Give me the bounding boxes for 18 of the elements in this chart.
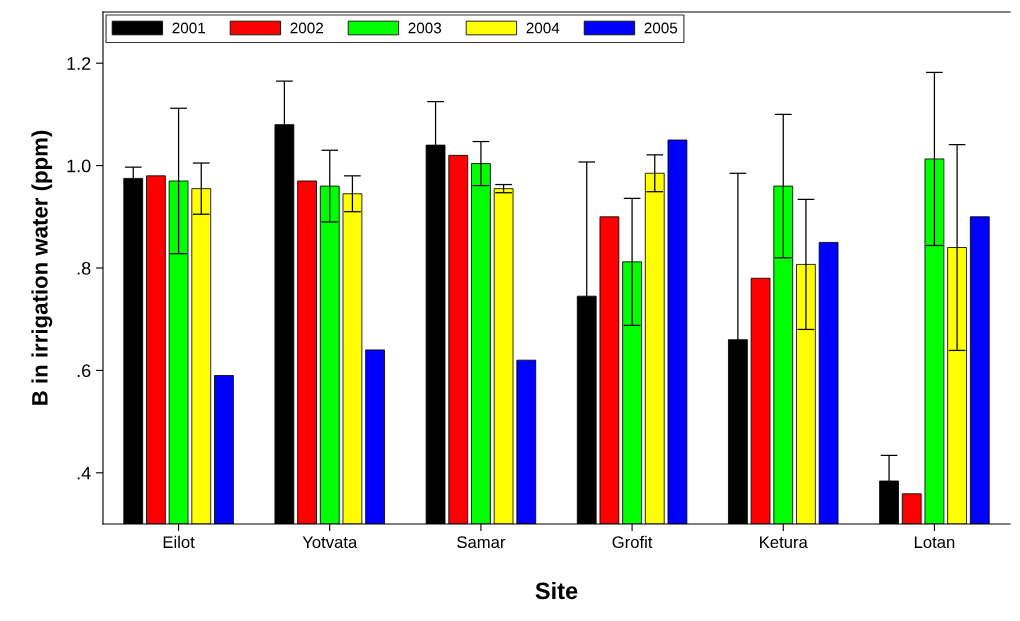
x-axis-title: Site xyxy=(535,581,578,600)
y-tick-label: 1.0 xyxy=(67,159,91,173)
legend-label: 2005 xyxy=(644,22,678,34)
y-tick-label: .4 xyxy=(77,466,91,480)
x-tick-label: Lotan xyxy=(914,536,955,549)
x-tick-label: Samar xyxy=(457,536,506,549)
y-tick-label: .6 xyxy=(77,364,91,378)
y-tick-label: .8 xyxy=(77,261,91,275)
legend-label: 2003 xyxy=(408,22,442,34)
x-tick-label: Ketura xyxy=(760,536,808,549)
x-tick-label: Eilot xyxy=(163,535,195,549)
legend-label: 2002 xyxy=(290,22,323,34)
legend-label: 2001 xyxy=(172,22,205,34)
x-tick-label: Yotvata xyxy=(302,536,358,549)
x-tick-label: Grofit xyxy=(612,535,653,549)
legend-label: 2004 xyxy=(526,22,560,34)
y-axis-title: B in irrigation water (ppm) xyxy=(31,130,53,405)
y-tick-label: 1.2 xyxy=(67,57,91,70)
